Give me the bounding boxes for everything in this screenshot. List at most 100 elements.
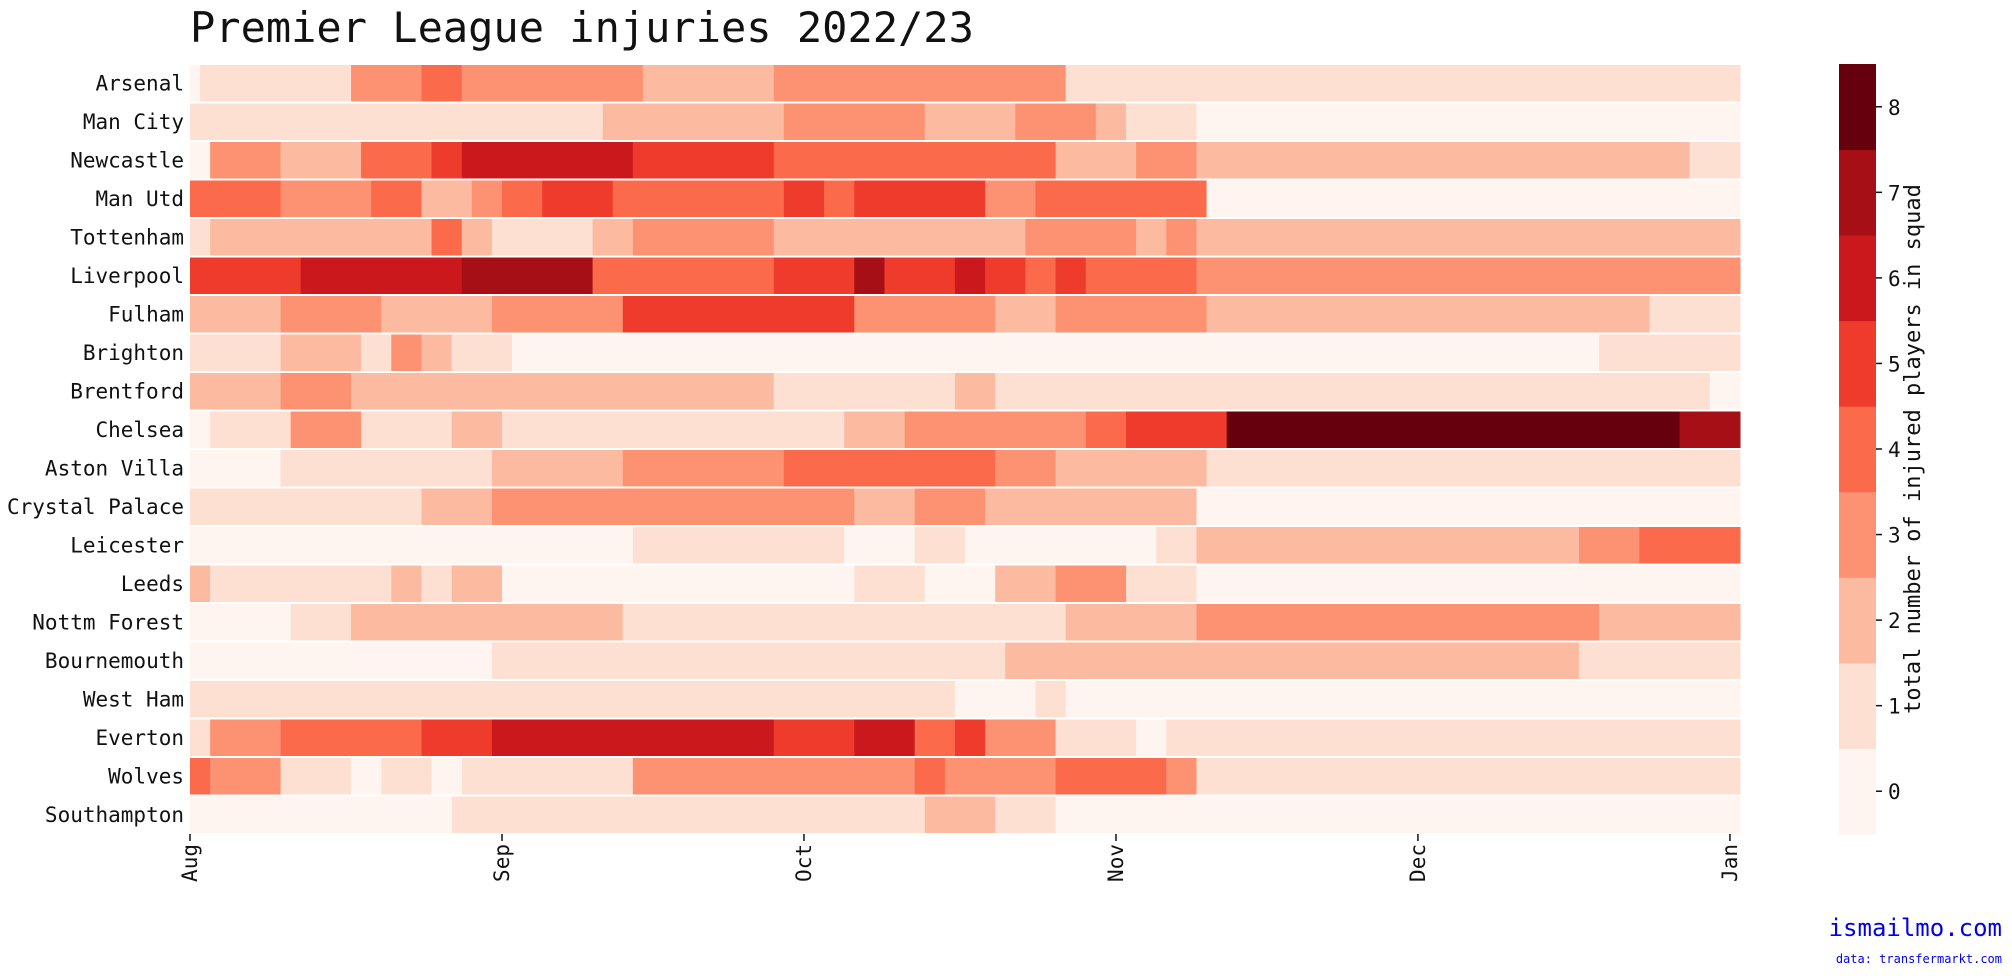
heatmap-cell xyxy=(190,142,211,179)
team-row: Chelsea xyxy=(95,411,1741,448)
colorbar-swatch xyxy=(1839,748,1876,835)
heatmap-cell xyxy=(190,257,302,294)
heatmap-cell xyxy=(210,758,282,795)
team-row: Brighton xyxy=(83,334,1741,371)
heatmap-cell xyxy=(1709,373,1741,410)
heatmap-cell xyxy=(190,65,201,102)
heatmap-cell xyxy=(985,180,1036,217)
heatmap-cell xyxy=(451,334,513,371)
heatmap-cell xyxy=(1196,142,1691,179)
heatmap-cell xyxy=(190,796,453,833)
heatmap-cell xyxy=(1166,719,1741,756)
heatmap-cell xyxy=(1015,103,1097,140)
team-row: Everton xyxy=(95,719,1741,756)
heatmap-cell xyxy=(491,488,855,525)
heatmap-cell xyxy=(210,411,292,448)
heatmap-cell xyxy=(773,142,1057,179)
colorbar-tick-label: 7 xyxy=(1888,181,1901,205)
team-row: Brentford xyxy=(70,373,1741,410)
heatmap-cell xyxy=(1196,219,1741,256)
team-label: Man City xyxy=(83,110,184,134)
heatmap-cell xyxy=(954,681,1036,718)
heatmap-cell xyxy=(1196,257,1741,294)
heatmap-cell xyxy=(1065,65,1741,102)
heatmap-cell xyxy=(290,604,352,641)
heatmap-cell xyxy=(1196,488,1741,525)
team-row: West Ham xyxy=(83,681,1741,718)
heatmap-cell xyxy=(854,565,926,602)
heatmap-cell xyxy=(190,450,282,487)
colorbar-label: total number of injured players in squad xyxy=(1901,184,1926,714)
heatmap-cell xyxy=(632,142,775,179)
heatmap-cell xyxy=(1599,604,1741,641)
colorbar-tick-label: 1 xyxy=(1888,695,1901,719)
heatmap-cell xyxy=(190,488,422,525)
team-label: Crystal Palace xyxy=(7,495,184,519)
heatmap-cell xyxy=(824,180,855,217)
heatmap-cell xyxy=(502,565,855,602)
heatmap-cell xyxy=(1689,142,1741,179)
heatmap-cell xyxy=(461,142,634,179)
heatmap-cell xyxy=(773,373,956,410)
heatmap-cell xyxy=(773,219,1026,256)
heatmap-cell xyxy=(461,219,493,256)
team-row: Southampton xyxy=(45,796,1741,833)
colorbar-swatch xyxy=(1839,64,1876,151)
team-row: Man City xyxy=(83,103,1741,140)
team-row: Tottenham xyxy=(70,219,1741,256)
heatmap-cell xyxy=(491,719,775,756)
colorbar-tick-label: 5 xyxy=(1888,352,1901,376)
heatmap-cell xyxy=(361,411,453,448)
heatmap-cell xyxy=(1206,296,1650,333)
heatmap-cell xyxy=(431,758,463,795)
heatmap-cell xyxy=(210,219,433,256)
heatmap-cell xyxy=(502,180,543,217)
heatmap-cell xyxy=(1126,103,1197,140)
credit-site[interactable]: ismailmo.com xyxy=(1828,914,2002,942)
colorbar-tick-label: 6 xyxy=(1888,267,1901,291)
heatmap-cell xyxy=(1055,257,1087,294)
heatmap-cell xyxy=(190,103,604,140)
colorbar-swatch xyxy=(1839,406,1876,493)
team-row: Leeds xyxy=(121,565,1741,602)
heatmap-cell xyxy=(1206,450,1741,487)
heatmap-cell xyxy=(421,565,453,602)
heatmap-cell xyxy=(190,180,282,217)
team-label: Fulham xyxy=(108,302,184,326)
heatmap-cell xyxy=(1065,681,1741,718)
heatmap-cell xyxy=(451,411,503,448)
x-tick-label: Oct xyxy=(792,844,816,882)
heatmap-cell xyxy=(1055,758,1167,795)
heatmap-cell xyxy=(954,373,996,410)
heatmap-cell xyxy=(451,565,503,602)
x-tick-label: Aug xyxy=(178,844,202,882)
heatmap-cell xyxy=(632,219,775,256)
heatmap-cell xyxy=(904,411,1087,448)
heatmap-cell xyxy=(1196,604,1600,641)
team-row: Man Utd xyxy=(95,180,1741,217)
heatmap-cell xyxy=(190,373,282,410)
heatmap-cell xyxy=(280,296,382,333)
team-row: Fulham xyxy=(108,296,1741,333)
heatmap-cell xyxy=(1166,758,1197,795)
heatmap-cell xyxy=(773,65,1067,102)
heatmap-cell xyxy=(783,103,926,140)
team-label: Everton xyxy=(95,726,184,750)
heatmap-cell xyxy=(210,565,392,602)
heatmap-cell xyxy=(1578,642,1741,679)
colorbar-tick-label: 2 xyxy=(1888,609,1901,633)
heatmap-cell xyxy=(1156,527,1197,564)
x-tick-label: Nov xyxy=(1104,844,1128,882)
team-row: Aston Villa xyxy=(45,450,1741,487)
heatmap-cell xyxy=(431,142,463,179)
heatmap-cell xyxy=(280,180,372,217)
heatmap-cell xyxy=(361,142,433,179)
team-label: Leeds xyxy=(121,572,184,596)
heatmap-cell xyxy=(461,65,644,102)
heatmap-cell xyxy=(190,565,211,602)
heatmap-cell xyxy=(1065,604,1197,641)
heatmap-cell xyxy=(985,488,1197,525)
heatmap-cell xyxy=(421,334,453,371)
team-label: Chelsea xyxy=(95,418,184,442)
heatmap-cell xyxy=(190,334,282,371)
